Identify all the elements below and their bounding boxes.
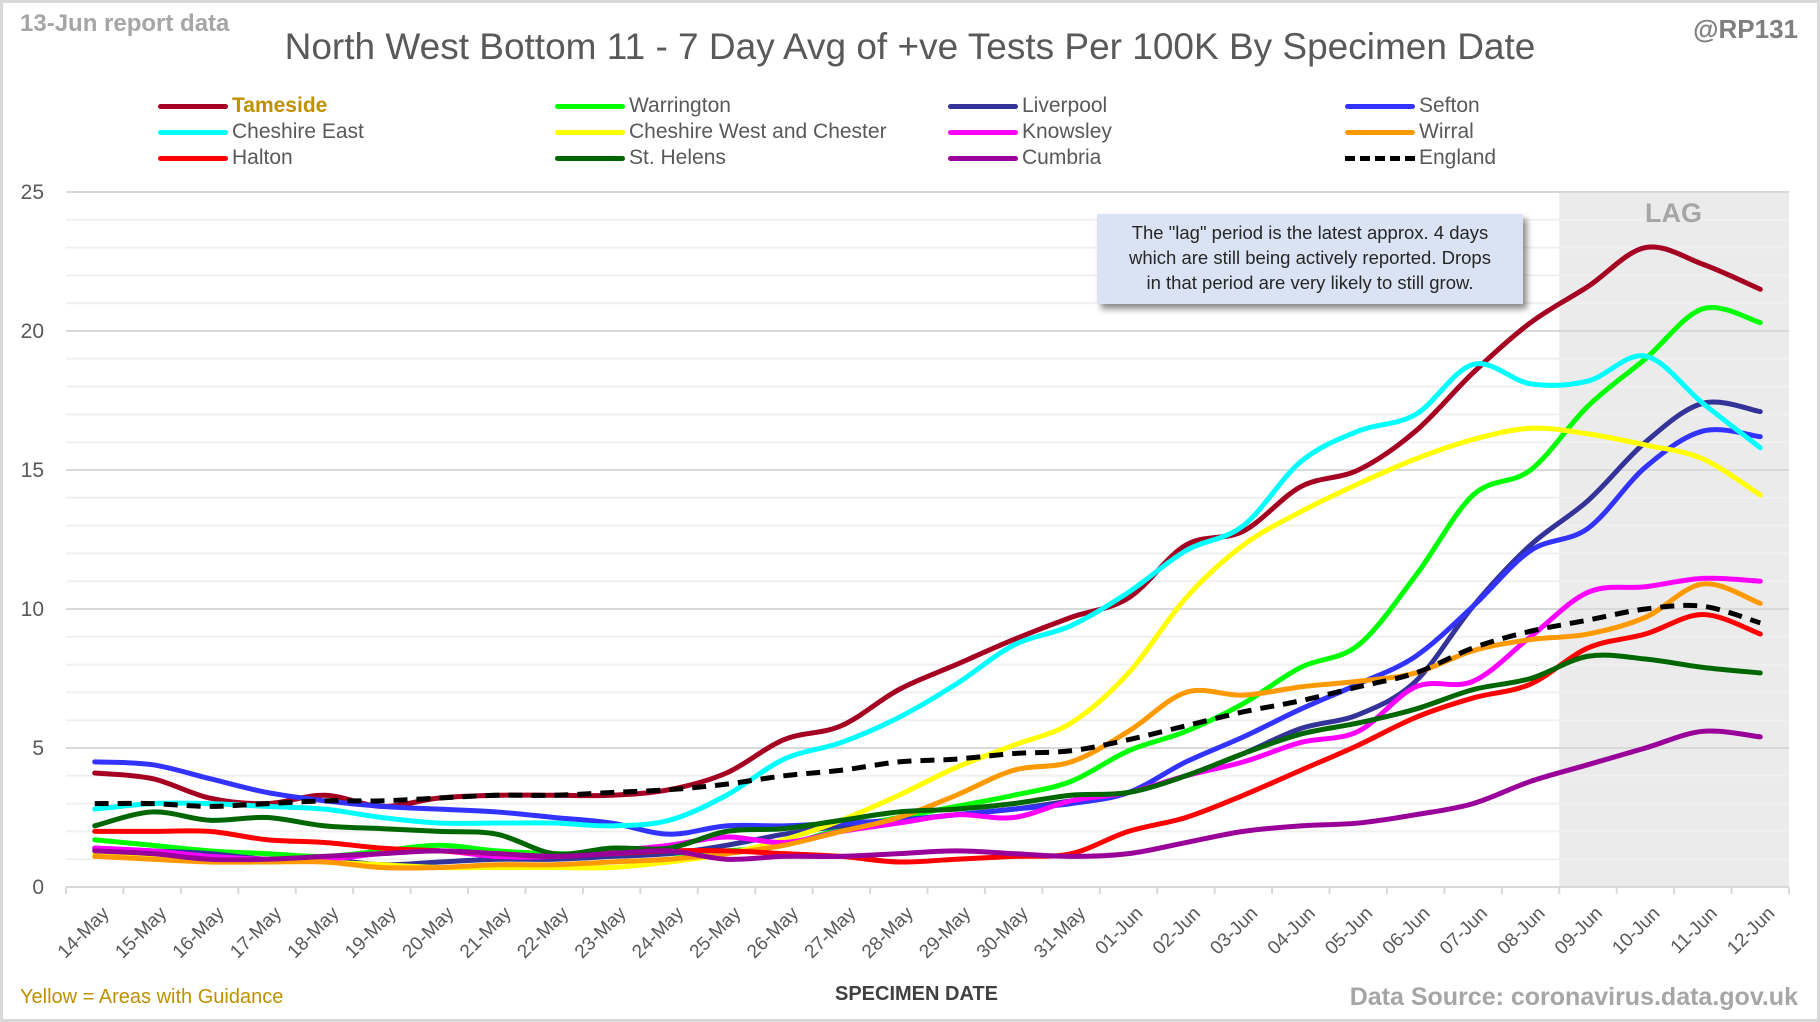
- callout-line: in that period are very likely to still …: [1146, 272, 1474, 293]
- series-line-knowsley: [92, 575, 1763, 863]
- legend-swatch: [555, 103, 625, 109]
- legend-item: Liverpool: [948, 94, 1107, 118]
- x-tick-label: 25-May: [686, 903, 746, 963]
- legend-label: Tameside: [232, 94, 328, 117]
- legend-swatch: [158, 103, 228, 109]
- x-tick-label: 16-May: [169, 903, 229, 963]
- x-tick-label: 26-May: [743, 903, 803, 963]
- legend-item: Tameside: [158, 94, 327, 118]
- x-tick-label: 10-Jun: [1608, 903, 1664, 959]
- x-tick-label: 28-May: [858, 903, 918, 963]
- legend-swatch: [555, 155, 625, 161]
- legend-label: Knowsley: [1022, 120, 1112, 143]
- x-tick-label: 18-May: [284, 903, 344, 963]
- y-tick-label: 25: [21, 181, 44, 204]
- x-tick-label: 31-May: [1030, 903, 1090, 963]
- legend-item: St. Helens: [555, 146, 726, 170]
- x-tick-label: 30-May: [973, 903, 1033, 963]
- series-line-cumbria: [92, 728, 1763, 863]
- legend-label: Liverpool: [1022, 94, 1108, 117]
- legend-label: England: [1419, 146, 1497, 169]
- x-tick-label: 29-May: [916, 903, 976, 963]
- lag-explanation-callout: The "lag" period is the latest approx. 4…: [1097, 214, 1523, 304]
- y-tick-label: 0: [32, 876, 44, 899]
- x-tick-label: 05-Jun: [1321, 903, 1377, 959]
- series-line-halton: [92, 612, 1763, 865]
- x-tick-label: 12-Jun: [1723, 903, 1779, 959]
- legend-item: Cheshire West and Chester: [555, 120, 887, 144]
- lag-label: LAG: [1645, 198, 1702, 228]
- legend-item: England: [1345, 146, 1496, 170]
- x-tick-label: 17-May: [226, 903, 286, 963]
- legend-swatch: [158, 129, 228, 135]
- legend-swatch: [948, 103, 1018, 109]
- legend-label: Cumbria: [1022, 146, 1102, 169]
- x-tick-label: 20-May: [399, 903, 459, 963]
- lag-region: [1559, 192, 1789, 887]
- x-axis-title: SPECIMEN DATE: [835, 983, 998, 1005]
- legend-item: Halton: [158, 146, 293, 170]
- legend-item: Sefton: [1345, 94, 1480, 118]
- series-line-warrington: [92, 305, 1763, 859]
- x-tick-label: 21-May: [456, 903, 516, 963]
- x-tick-label: 19-May: [341, 903, 401, 963]
- series-line-england: [94, 602, 1762, 809]
- legend-item: Cumbria: [948, 146, 1101, 170]
- legend-swatch: [158, 155, 228, 161]
- series-line-sefton: [92, 427, 1763, 837]
- legend-label: Cheshire West and Chester: [629, 120, 887, 143]
- x-tick-label: 23-May: [571, 903, 631, 963]
- legend-item: Warrington: [555, 94, 731, 118]
- y-tick-label: 10: [21, 598, 44, 621]
- legend-swatch: [1345, 155, 1415, 161]
- legend-swatch: [1345, 103, 1415, 109]
- series-line-wirral: [92, 581, 1763, 871]
- x-tick-label: 27-May: [801, 903, 861, 963]
- x-tick-label: 09-Jun: [1551, 903, 1607, 959]
- legend-item: Knowsley: [948, 120, 1112, 144]
- legend-item: Wirral: [1345, 120, 1474, 144]
- legend-swatch: [948, 129, 1018, 135]
- y-tick-label: 15: [21, 459, 44, 482]
- legend-swatch: [1345, 129, 1415, 135]
- guidance-footnote: Yellow = Areas with Guidance: [20, 986, 284, 1008]
- x-tick-label: 07-Jun: [1436, 903, 1492, 959]
- x-tick-label: 24-May: [628, 903, 688, 963]
- series-line-st-helens: [92, 652, 1763, 857]
- y-tick-label: 20: [21, 320, 44, 343]
- x-tick-label: 04-Jun: [1264, 903, 1320, 959]
- legend-label: Warrington: [629, 94, 731, 117]
- x-tick-label: 03-Jun: [1206, 903, 1262, 959]
- x-tick-label: 22-May: [513, 903, 573, 963]
- x-tick-label: 11-Jun: [1667, 903, 1722, 958]
- chart-title: North West Bottom 11 - 7 Day Avg of +ve …: [284, 26, 1536, 67]
- legend-label: St. Helens: [629, 146, 726, 169]
- series-line-liverpool: [92, 399, 1763, 868]
- report-date-label: 13-Jun report data: [20, 10, 230, 37]
- series-line-cheshire-east: [92, 353, 1763, 829]
- legend-label: Cheshire East: [232, 120, 364, 143]
- legend-swatch: [948, 155, 1018, 161]
- legend-label: Wirral: [1419, 120, 1474, 143]
- series-line-cheshire-west-and-chester: [92, 425, 1763, 871]
- x-tick-label: 01-Jun: [1092, 903, 1148, 959]
- y-tick-label: 5: [32, 737, 44, 760]
- legend-swatch: [555, 129, 625, 135]
- legend-label: Sefton: [1419, 94, 1480, 117]
- data-source: Data Source: coronavirus.data.gov.uk: [1349, 983, 1798, 1011]
- x-tick-label: 06-Jun: [1379, 903, 1435, 959]
- x-tick-label: 14-May: [54, 903, 114, 963]
- author-handle: @RP131: [1693, 14, 1798, 44]
- callout-line: which are still being actively reported.…: [1129, 247, 1491, 268]
- legend-label: Halton: [232, 146, 293, 169]
- callout-line: The "lag" period is the latest approx. 4…: [1131, 222, 1489, 243]
- x-tick-label: 15-May: [111, 903, 171, 963]
- x-tick-label: 02-Jun: [1149, 903, 1205, 959]
- x-tick-label: 08-Jun: [1494, 903, 1550, 959]
- legend-item: Cheshire East: [158, 120, 364, 144]
